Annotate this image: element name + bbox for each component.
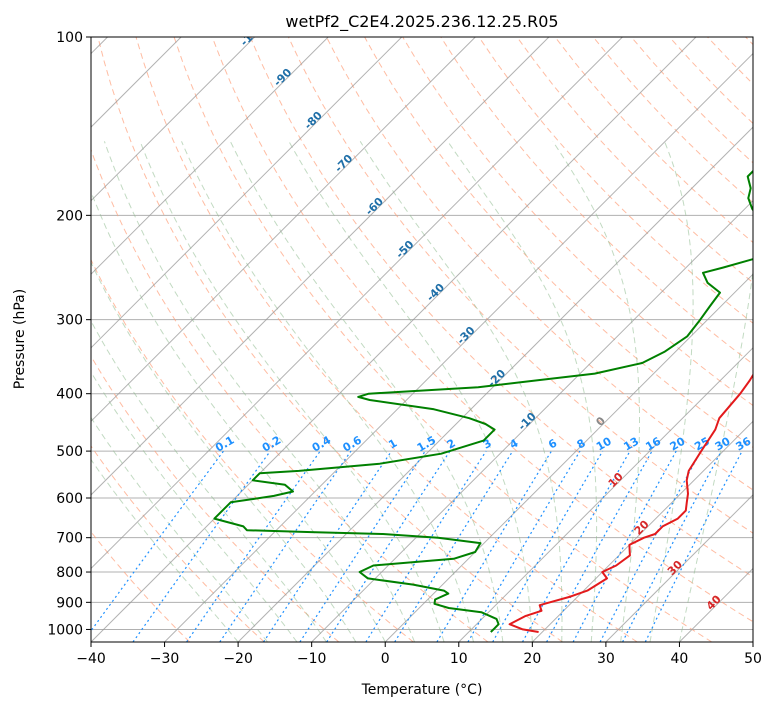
isotherm	[605, 494, 753, 642]
x-tick-label: −20	[223, 651, 253, 667]
mixing-ratio-line	[132, 450, 271, 642]
x-axis: −40 −30 −20 −10 0 10 20 30 40 50	[76, 642, 762, 667]
mixing-ratio-line	[436, 450, 553, 642]
moist-adiabat	[91, 370, 298, 642]
isotherm	[91, 37, 550, 496]
y-axis: 100 200 300 400 500 600 700 800 900 1000	[47, 30, 91, 638]
moist-adiabat	[139, 141, 445, 642]
mixing-ratio-line	[91, 450, 224, 632]
x-tick-label: 50	[744, 651, 762, 667]
isotherm	[531, 420, 753, 642]
dry-adiabat	[211, 37, 753, 623]
mixing-ratio-line	[599, 450, 702, 642]
y-tick-label: 200	[56, 208, 83, 224]
mixing-ratio-line	[365, 450, 487, 642]
background-lines	[91, 37, 753, 642]
isotherm	[458, 347, 753, 642]
isotherm	[91, 37, 403, 349]
x-tick-label: −10	[297, 651, 327, 667]
dry-adiabat	[91, 258, 414, 642]
mixing-ratio-line	[326, 450, 451, 642]
moist-adiabat	[91, 416, 268, 642]
x-tick-label: 20	[523, 651, 541, 667]
isotherm	[91, 37, 623, 570]
mixing-ratio-line	[521, 450, 631, 642]
temperature-line	[508, 373, 753, 633]
y-axis-label: Pressure (hPa)	[12, 289, 28, 389]
x-axis-label: Temperature (°C)	[361, 682, 483, 698]
plot-background	[91, 37, 753, 642]
moist-adiabat	[288, 141, 533, 642]
x-tick-label: 0	[381, 651, 390, 667]
dry-adiabat	[97, 37, 563, 642]
mixing-ratio-line	[492, 450, 604, 642]
isotherm-label: -100	[238, 20, 267, 49]
plot-frame	[90, 36, 754, 643]
isotherm	[91, 37, 329, 275]
x-tick-label: 10	[450, 651, 468, 667]
mixing-ratio-line	[546, 450, 653, 642]
isotherm	[164, 52, 753, 642]
dewpoint-line	[213, 169, 753, 633]
x-tick-label: 30	[597, 651, 615, 667]
mixing-ratio-line	[394, 450, 514, 642]
moist-adiabat	[649, 141, 694, 642]
moist-adiabat	[181, 141, 474, 642]
dry-adiabat	[91, 445, 265, 642]
x-tick-label: 40	[671, 651, 689, 667]
mixing-ratio-line	[299, 450, 426, 642]
moist-adiabat	[678, 268, 753, 642]
y-tick-label: 500	[56, 444, 83, 460]
mixing-ratio-line	[622, 450, 722, 642]
moist-adiabat	[91, 320, 327, 642]
profile-lines	[213, 169, 753, 633]
y-tick-label: 900	[56, 595, 83, 611]
y-tick-label: 800	[56, 565, 83, 581]
isotherm	[91, 37, 476, 423]
moist-adiabat	[552, 141, 640, 642]
dry-adiabat	[173, 37, 713, 642]
dry-adiabat	[135, 37, 638, 642]
x-tick-label: −30	[150, 651, 180, 667]
isotherm	[311, 199, 753, 642]
mixing-ratio-label: 36	[733, 434, 753, 453]
mixing-ratio-line	[186, 450, 321, 642]
mixing-ratio-labels: 0.1 0.2 0.4 0.6 1 1.5 2 3 4 6 8 10 13 16 20 25 30 36	[213, 433, 753, 454]
y-tick-label: 700	[56, 531, 83, 547]
y-tick-label: 600	[56, 491, 83, 507]
moist-adiabat	[447, 141, 598, 642]
isotherm	[91, 37, 256, 202]
mixing-ratio-line	[644, 450, 743, 642]
chart-title: wetPf2_C2E4.2025.236.12.25.R05	[285, 12, 558, 32]
dry-adiabat	[287, 37, 753, 534]
dry-adiabat	[249, 37, 753, 578]
isotherm	[91, 37, 697, 642]
y-tick-label: 100	[56, 30, 83, 46]
mixing-ratio-line	[572, 450, 677, 642]
isotherm	[752, 641, 753, 642]
isotherm	[237, 126, 753, 642]
y-tick-label: 1000	[47, 622, 83, 638]
y-tick-label: 400	[56, 387, 83, 403]
y-tick-label: 300	[56, 313, 83, 329]
x-tick-label: −40	[76, 651, 106, 667]
moist-adiabat	[229, 141, 504, 642]
dry-adiabat	[326, 37, 753, 491]
moist-adiabat	[359, 141, 563, 642]
mixing-ratio-line	[467, 450, 581, 642]
isotherm	[384, 273, 753, 642]
